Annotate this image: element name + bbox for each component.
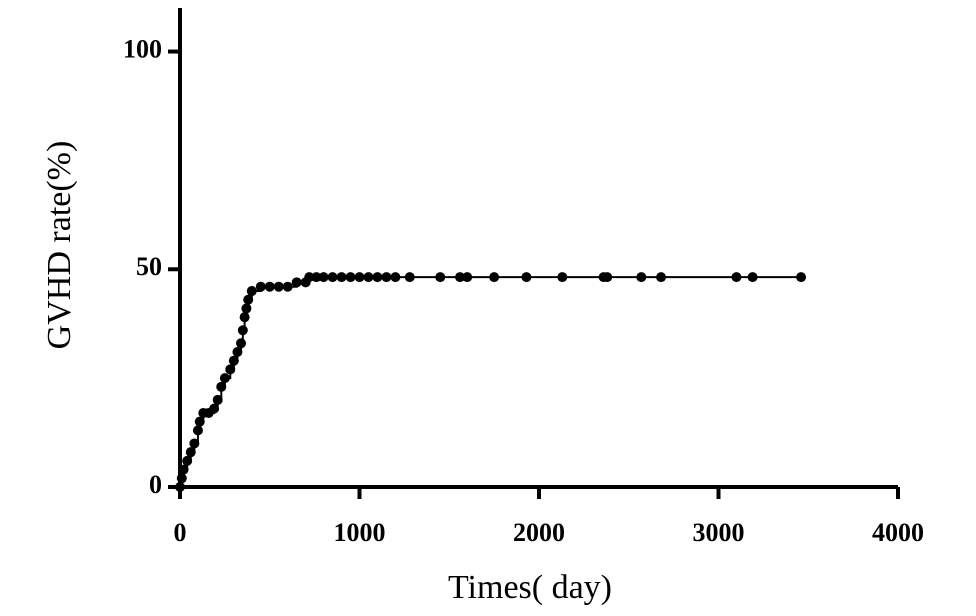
- point: [178, 464, 189, 475]
- x-tick-label: 1000: [334, 518, 386, 547]
- x-tick-label: 2000: [513, 518, 565, 547]
- x-axis-label: Times( day): [448, 569, 612, 606]
- point: [264, 281, 275, 292]
- point: [462, 272, 473, 283]
- point: [345, 272, 356, 283]
- point: [243, 294, 254, 305]
- point: [176, 473, 187, 484]
- point: [381, 272, 392, 283]
- y-tick-label: 50: [136, 252, 162, 281]
- curve: [180, 276, 802, 488]
- point: [636, 272, 647, 283]
- point: [237, 325, 248, 336]
- point: [354, 272, 365, 283]
- point: [336, 272, 347, 283]
- point: [225, 364, 236, 375]
- point: [747, 272, 758, 283]
- point: [282, 281, 293, 292]
- point: [557, 272, 568, 283]
- point: [232, 347, 243, 358]
- point: [212, 394, 223, 405]
- y-axis-label: GVHD rate(%): [41, 141, 78, 350]
- point: [185, 447, 196, 458]
- point: [241, 303, 252, 314]
- point: [216, 381, 227, 392]
- point: [182, 455, 193, 466]
- point: [435, 272, 446, 283]
- point: [731, 272, 742, 283]
- point: [602, 272, 613, 283]
- x-tick-label: 4000: [872, 518, 924, 547]
- point: [189, 438, 200, 449]
- point: [363, 272, 374, 283]
- point: [255, 281, 266, 292]
- point: [304, 272, 315, 283]
- point: [239, 312, 250, 323]
- point: [236, 338, 247, 349]
- point: [390, 272, 401, 283]
- point: [311, 272, 322, 283]
- y-tick-label: 0: [149, 470, 162, 499]
- point: [455, 272, 466, 283]
- point: [656, 272, 667, 283]
- point: [291, 277, 302, 288]
- point: [796, 272, 807, 283]
- point: [273, 281, 284, 292]
- point: [246, 286, 257, 297]
- point: [209, 403, 220, 414]
- x-tick-label: 0: [174, 518, 187, 547]
- point: [489, 272, 500, 283]
- point: [228, 355, 239, 366]
- point: [219, 373, 230, 384]
- point: [194, 416, 205, 427]
- point: [192, 425, 203, 436]
- point: [404, 272, 415, 283]
- y-tick-label: 100: [123, 35, 162, 64]
- point: [372, 272, 383, 283]
- point: [175, 482, 185, 492]
- point: [521, 272, 532, 283]
- point: [327, 272, 338, 283]
- point: [318, 272, 329, 283]
- x-tick-label: 3000: [693, 518, 745, 547]
